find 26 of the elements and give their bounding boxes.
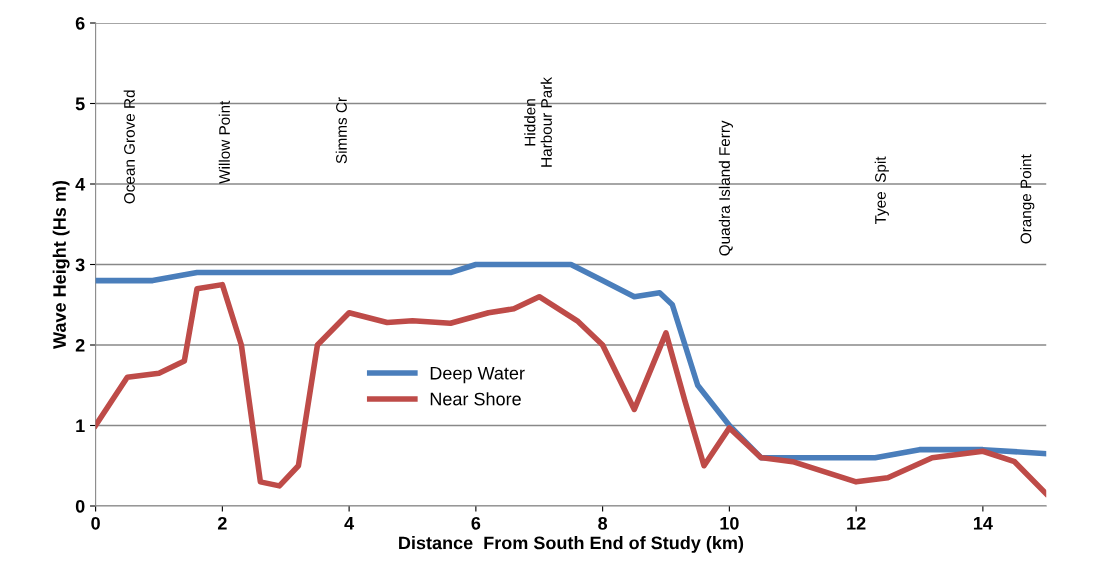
y-tick-label: 5: [75, 97, 85, 111]
annotation: Hidden Harbour Park: [524, 77, 552, 167]
annotation: Ocean Grove Rd: [123, 90, 135, 204]
x-tick-label: 4: [344, 517, 355, 530]
y-tick-label: 0: [75, 499, 85, 513]
annotation: Orange Point: [1020, 154, 1035, 244]
y-tick-label: 4: [75, 178, 86, 191]
x-tick-label: 0: [91, 516, 100, 530]
x-tick-label: 2: [217, 516, 227, 530]
y-tick-label: 3: [75, 258, 85, 272]
x-tick-label: 8: [598, 516, 608, 530]
annotation: Quadra Island Ferry: [718, 120, 733, 256]
y-tick-label: 2: [75, 338, 85, 352]
x-tick-label: 6: [471, 516, 481, 530]
x-tick-label: 14: [973, 517, 993, 530]
x-axis-title: Distance From South End of Study (km): [399, 536, 744, 553]
annotation: Willow Point: [218, 100, 230, 184]
annotation: Simms Cr: [335, 97, 347, 164]
y-axis-title: Wave Height (Hs m): [52, 180, 70, 349]
x-tick-label: 12: [847, 516, 866, 530]
legend-label: Near Shore: [430, 392, 521, 406]
x-tick-label: 10: [720, 516, 739, 530]
y-tick-label: 1: [76, 419, 85, 433]
annotation: Tyee Spit: [874, 156, 889, 225]
legend-label: Deep Water: [430, 366, 525, 384]
y-tick-label: 6: [75, 16, 85, 30]
